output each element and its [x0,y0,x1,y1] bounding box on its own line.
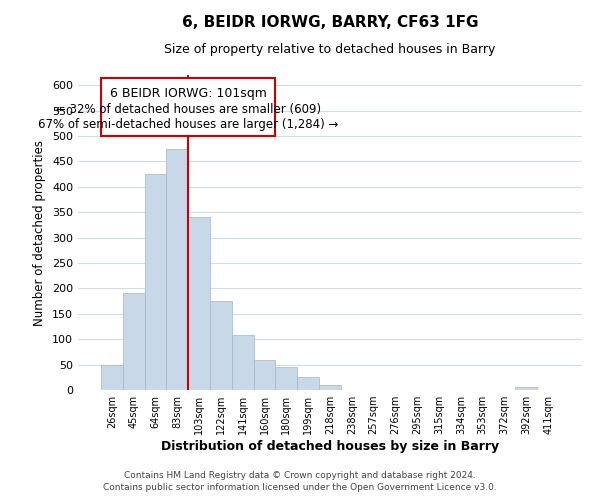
Y-axis label: Number of detached properties: Number of detached properties [34,140,46,326]
Text: Contains public sector information licensed under the Open Government Licence v3: Contains public sector information licen… [103,484,497,492]
Bar [275,367,297,390]
Text: ← 32% of detached houses are smaller (609): ← 32% of detached houses are smaller (60… [56,103,321,116]
Text: 6, BEIDR IORWG, BARRY, CF63 1FG: 6, BEIDR IORWG, BARRY, CF63 1FG [182,15,478,30]
Bar [188,218,210,390]
Bar [232,335,254,390]
X-axis label: Distribution of detached houses by size in Barry: Distribution of detached houses by size … [161,440,499,453]
Bar [123,294,145,390]
Bar [319,385,341,390]
Text: 67% of semi-detached houses are larger (1,284) →: 67% of semi-detached houses are larger (… [38,118,338,131]
Bar [515,388,537,390]
Bar [145,174,166,390]
Bar [297,378,319,390]
Bar [101,78,275,136]
Bar [101,364,123,390]
Bar [166,148,188,390]
Bar [254,360,275,390]
Text: Size of property relative to detached houses in Barry: Size of property relative to detached ho… [164,42,496,56]
Text: 6 BEIDR IORWG: 101sqm: 6 BEIDR IORWG: 101sqm [110,86,266,100]
Bar [210,301,232,390]
Text: Contains HM Land Registry data © Crown copyright and database right 2024.: Contains HM Land Registry data © Crown c… [124,471,476,480]
